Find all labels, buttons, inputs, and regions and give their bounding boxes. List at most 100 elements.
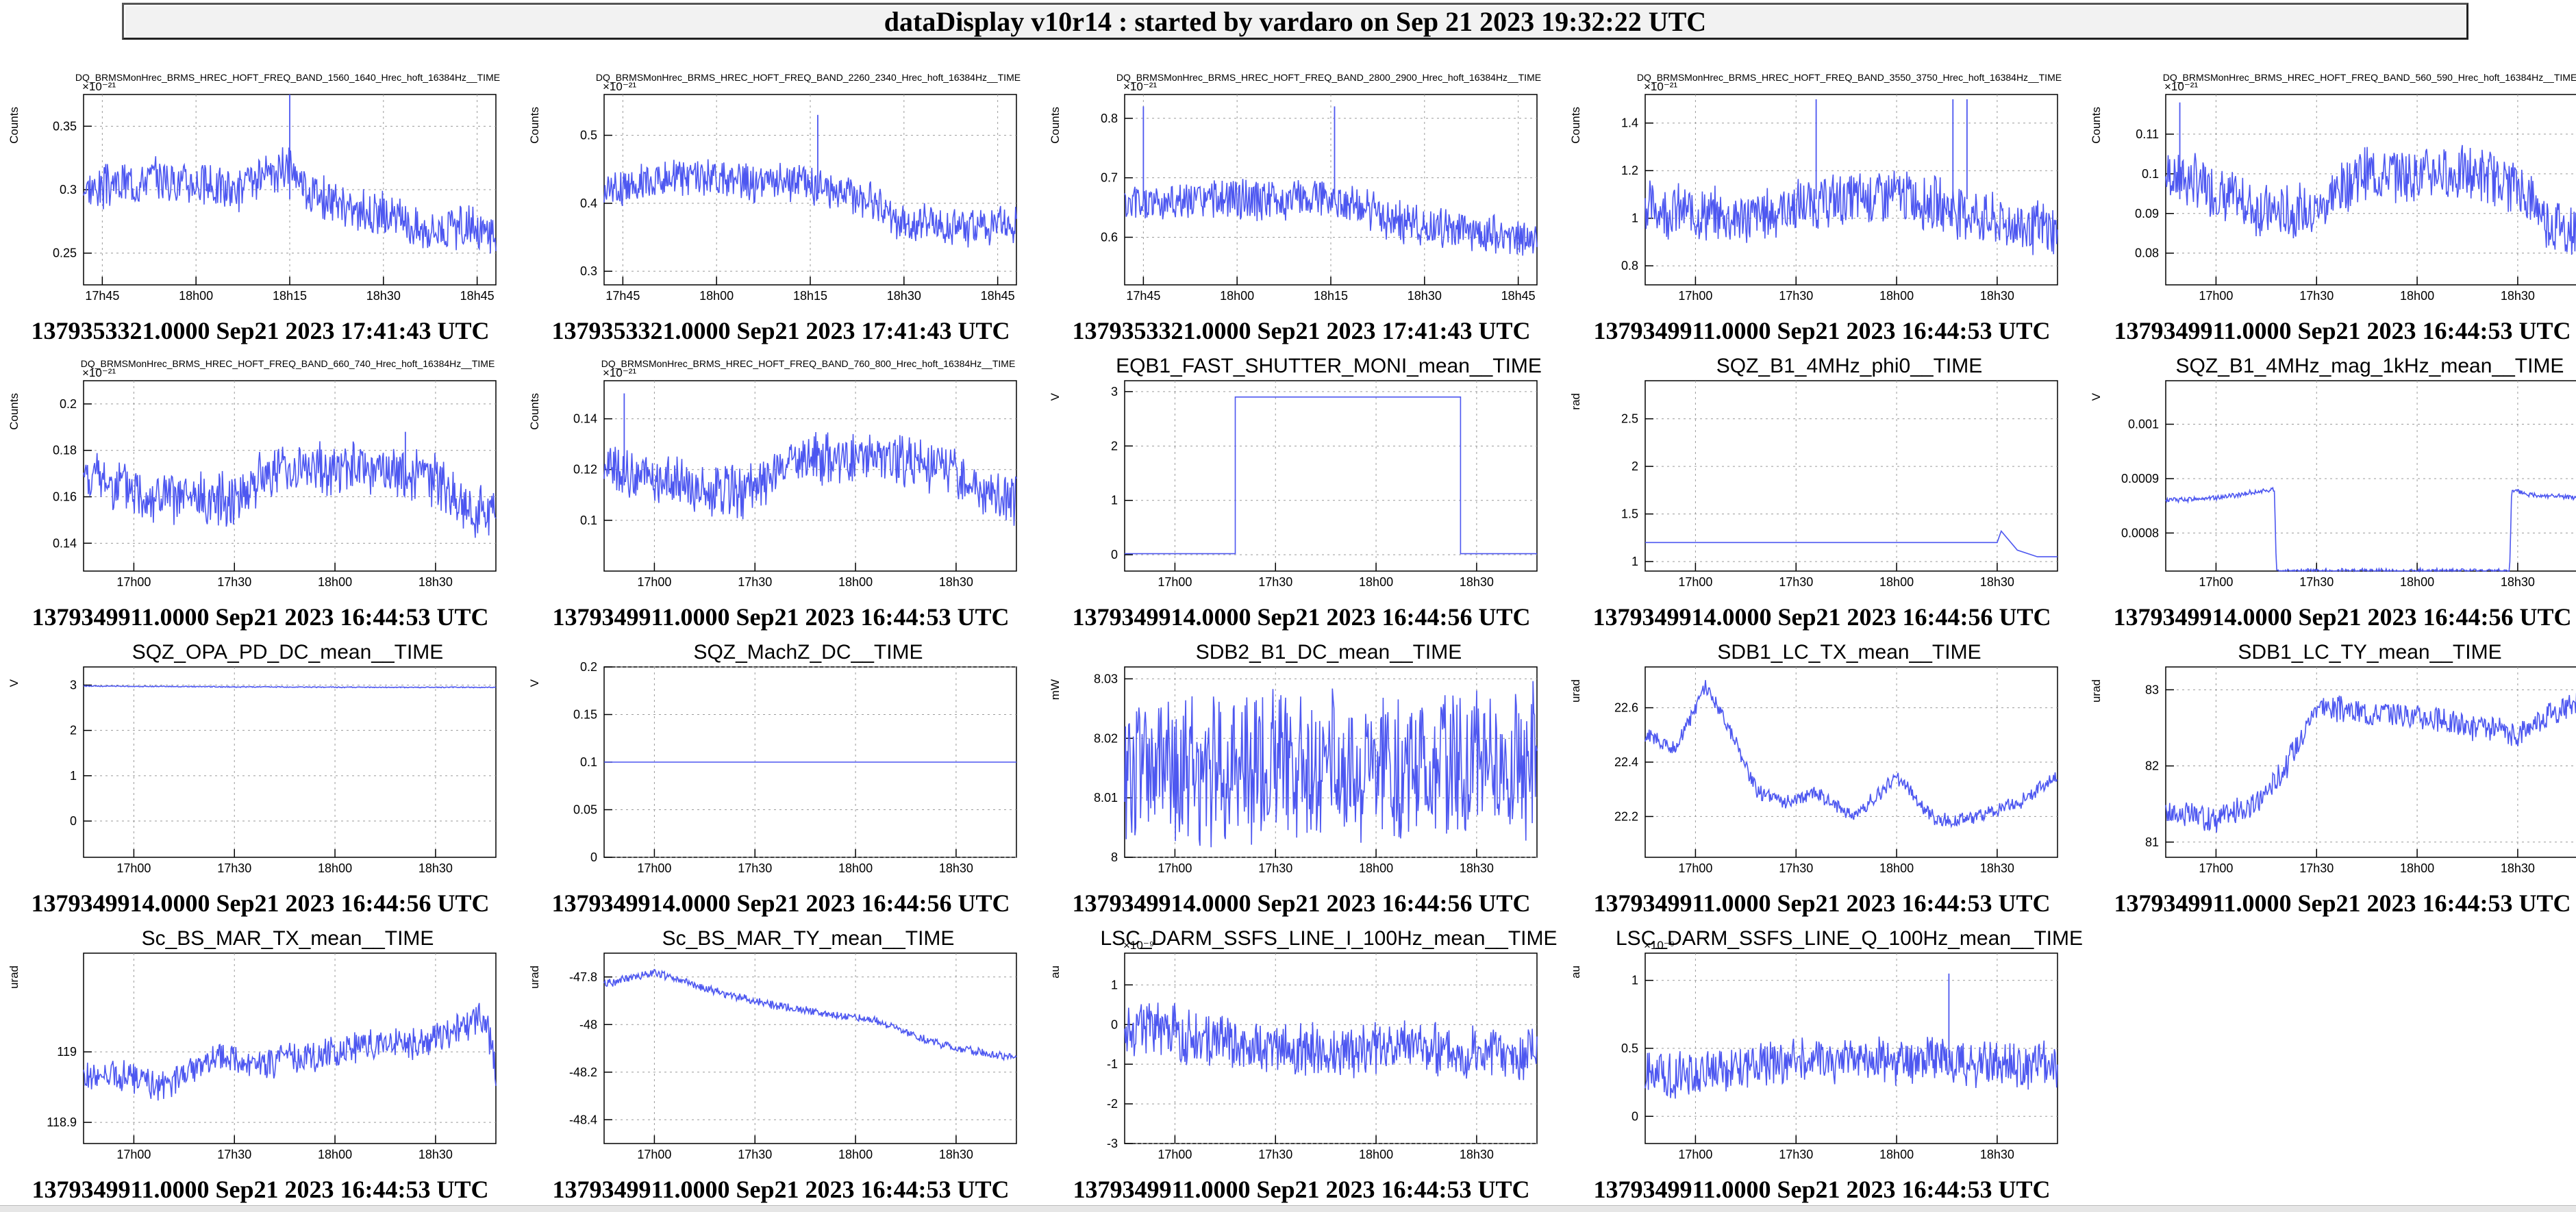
chart-title: EQB1_FAST_SHUTTER_MONI_mean__TIME <box>1116 355 1542 377</box>
chart-svg: DQ_BRMSMonHrec_BRMS_HREC_HOFT_FREQ_BAND_… <box>2090 72 2576 303</box>
x-tick-label: 17h00 <box>1678 1148 1712 1161</box>
chart-title: SDB1_LC_TX_mean__TIME <box>1717 641 1981 664</box>
x-tick-label: 17h45 <box>85 289 119 303</box>
x-tick-label: 17h30 <box>1779 575 1813 589</box>
y-tick-label: 0.8 <box>1621 259 1638 273</box>
x-tick-label: 17h30 <box>217 1148 251 1161</box>
y-axis-label: V <box>2090 392 2103 401</box>
x-tick-label: 18h00 <box>1359 861 1393 875</box>
y-tick-label: 3 <box>1111 385 1118 399</box>
x-tick-label: 17h00 <box>1158 1148 1192 1161</box>
x-tick-label: 17h30 <box>2299 575 2334 589</box>
y-tick-label: 1.2 <box>1621 164 1638 177</box>
x-tick-label: 17h00 <box>1678 575 1712 589</box>
timestamp-caption: 1379349911.0000 Sep21 2023 16:44:53 UTC <box>1593 889 2051 917</box>
x-tick-label: 17h45 <box>1126 289 1160 303</box>
y-tick-label: 83 <box>2145 683 2159 696</box>
chart-panel: SQZ_MachZ_DC__TIME V 0 0.05 0.1 0.15 0.2 17h00 1… <box>521 631 1041 918</box>
x-tick-label: 18h15 <box>273 289 307 303</box>
y-axis-label: Counts <box>8 393 21 430</box>
y-tick-label: 82 <box>2145 759 2159 773</box>
x-tick-label: 18h00 <box>2400 575 2434 589</box>
x-tick-label: 18h30 <box>1460 1148 1494 1161</box>
chart-panel: SQZ_OPA_PD_DC_mean__TIME V 0 1 2 3 17h00 17h30 1… <box>0 631 521 918</box>
x-tick-label: 17h00 <box>1158 575 1192 589</box>
series-line <box>1645 680 2058 829</box>
x-tick-label: 18h00 <box>2400 289 2434 303</box>
timestamp-caption: 1379349914.0000 Sep21 2023 16:44:56 UTC <box>1072 603 1531 631</box>
chart-title: DQ_BRMSMonHrec_BRMS_HREC_HOFT_FREQ_BAND_… <box>2163 72 2576 83</box>
y-tick-label: 0.08 <box>2135 247 2159 260</box>
x-tick-label: 18h00 <box>1359 575 1393 589</box>
x-tick-label: 18h30 <box>2501 289 2535 303</box>
timestamp-caption: 1379349911.0000 Sep21 2023 16:44:53 UTC <box>552 603 1010 631</box>
y-axis-label: urad <box>8 965 21 989</box>
chart-svg: DQ_BRMSMonHrec_BRMS_HREC_HOFT_FREQ_BAND_… <box>528 72 1021 303</box>
y-tick-label: 1 <box>1631 974 1638 987</box>
y-tick-label: 0.18 <box>53 444 77 457</box>
timestamp-caption: 1379349911.0000 Sep21 2023 16:44:53 UTC <box>32 1176 489 1203</box>
x-tick-label: 18h00 <box>838 1148 873 1161</box>
y-tick-label: -1 <box>1107 1057 1118 1071</box>
y-tick-label: 0 <box>70 814 77 828</box>
chart-panel: SDB2_B1_DC_mean__TIME mW 8 8.01 8.02 8.03 17h0… <box>1041 631 1562 918</box>
x-tick-label: 18h30 <box>1460 575 1494 589</box>
x-tick-label: 18h00 <box>1220 289 1254 303</box>
y-tick-label: 0.09 <box>2135 207 2159 220</box>
y-tick-label: 0.1 <box>2142 167 2159 181</box>
series-line <box>83 685 497 689</box>
y-axis-label: Counts <box>1569 107 1582 144</box>
y-tick-label: 0.11 <box>2136 127 2159 141</box>
window-title: dataDisplay v10r14 : started by vardaro … <box>884 5 1707 37</box>
y-tick-label: 1 <box>1111 978 1118 992</box>
y-tick-label: 1 <box>1111 494 1118 507</box>
y-tick-label: 0.15 <box>573 708 597 722</box>
series-line <box>2165 693 2576 833</box>
series-line <box>2165 486 2576 573</box>
x-tick-label: 18h45 <box>460 289 495 303</box>
x-tick-label: 18h15 <box>793 289 827 303</box>
x-tick-label: 18h45 <box>1501 289 1536 303</box>
y-axis-label: au <box>1569 965 1582 979</box>
timestamp-caption: 1379349911.0000 Sep21 2023 16:44:53 UTC <box>552 1176 1010 1203</box>
x-tick-label: 18h00 <box>1879 1148 1914 1161</box>
x-tick-label: 17h30 <box>217 575 251 589</box>
chart-panel: DQ_BRMSMonHrec_BRMS_HREC_HOFT_FREQ_BAND_… <box>2082 59 2576 345</box>
x-tick-label: 17h30 <box>1258 861 1292 875</box>
y-tick-label: 3 <box>70 678 77 692</box>
y-tick-label: 1.4 <box>1621 116 1638 130</box>
x-tick-label: 17h00 <box>116 861 151 875</box>
y-tick-label: 2.5 <box>1621 412 1638 426</box>
y-tick-label: 0.05 <box>573 803 597 817</box>
y-axis-label: Counts <box>528 393 541 430</box>
x-tick-label: 17h30 <box>1258 575 1292 589</box>
y-tick-label: 0.25 <box>53 247 77 260</box>
y-tick-label: 0 <box>590 850 597 864</box>
y-tick-label: 8.02 <box>1094 731 1118 745</box>
x-tick-label: 17h00 <box>637 1148 671 1161</box>
x-tick-label: 17h30 <box>1779 1148 1813 1161</box>
series-line <box>1645 530 2058 557</box>
y-tick-label: 0 <box>1631 1109 1638 1123</box>
y-tick-label: 8.03 <box>1094 672 1118 685</box>
chart-svg: SQZ_B1_4MHz_mag_1kHz_mean__TIME V 0.0008 0.… <box>2090 355 2576 589</box>
series-line <box>1645 1036 2058 1099</box>
y-axis-label: au <box>1049 965 1062 979</box>
chart-panel: LSC_DARM_SSFS_LINE_Q_100Hz_mean__TIME au ×… <box>1562 918 2082 1204</box>
x-tick-label: 18h00 <box>838 861 873 875</box>
series-line <box>1124 681 1538 848</box>
x-tick-label: 18h00 <box>318 1148 352 1161</box>
plot-frame <box>1645 380 2058 572</box>
y-tick-label: 0 <box>1111 548 1118 561</box>
x-tick-label: 18h30 <box>1980 575 2014 589</box>
chart-panel: DQ_BRMSMonHrec_BRMS_HREC_HOFT_FREQ_BAND_… <box>1562 59 2082 345</box>
chart-panel: DQ_BRMSMonHrec_BRMS_HREC_HOFT_FREQ_BAND_… <box>0 59 521 345</box>
x-tick-label: 17h00 <box>1158 861 1192 875</box>
chart-title: LSC_DARM_SSFS_LINE_I_100Hz_mean__TIME <box>1101 927 1558 950</box>
y-tick-label: 0.5 <box>580 129 597 142</box>
x-tick-label: 17h30 <box>217 861 251 875</box>
y-axis-label: Counts <box>2090 107 2103 144</box>
chart-panel: SQZ_B1_4MHz_phi0__TIME rad 1 1.5 2 2.5 17h00 17… <box>1562 345 2082 631</box>
